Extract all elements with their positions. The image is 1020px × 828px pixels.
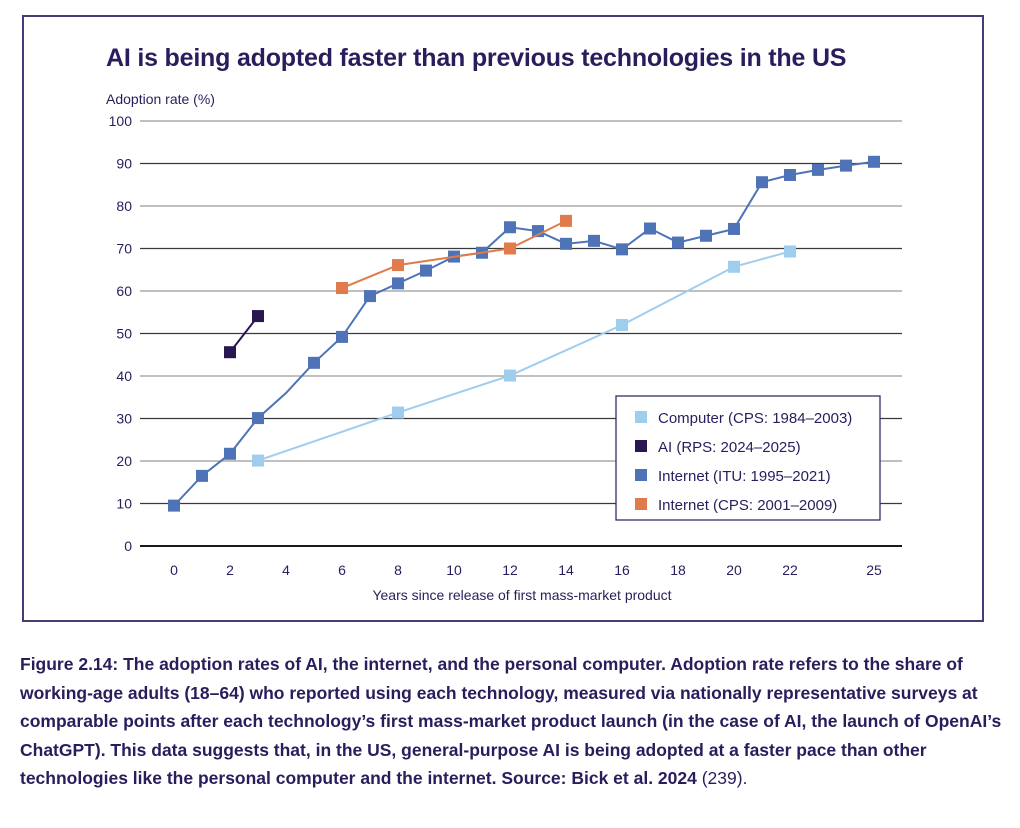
data-point [560,214,572,227]
x-tick-label: 22 [782,562,798,578]
chart-title: AI is being adopted faster than previous… [106,44,847,72]
data-point [224,346,236,359]
data-point [364,290,376,303]
data-point [644,222,656,235]
x-tick-label: 16 [614,562,630,578]
x-tick-label: 14 [558,562,574,578]
x-tick-label: 12 [502,562,518,578]
y-tick-label: 20 [116,453,132,469]
series-line [229,315,259,353]
x-tick-labels: 0 2 4 6 8 10 12 14 16 18 20 22 25 [170,562,882,578]
x-tick-label: 25 [866,562,882,578]
data-point [252,310,264,323]
y-tick-label: 10 [116,496,132,512]
legend-swatch [635,411,647,423]
y-tick-label: 50 [116,326,132,342]
data-point [868,155,880,168]
legend-label: Computer (CPS: 1984–2003) [658,410,852,427]
legend-entries: Computer (CPS: 1984–2003) AI (RPS: 2024–2… [635,410,852,514]
data-point [392,259,404,272]
x-tick-label: 10 [446,562,462,578]
figure-frame [22,15,984,622]
y-tick-label: 70 [116,241,132,257]
legend-label: Internet (ITU: 1995–2021) [658,468,831,485]
gridlines [140,120,902,547]
legend-swatch [635,440,647,452]
data-point [588,234,600,247]
data-point [812,163,824,176]
data-point [336,330,348,343]
x-axis-label: Years since release of first mass-market… [372,587,671,603]
data-point [308,356,320,369]
data-point [252,412,264,425]
x-tick-label: 8 [394,562,402,578]
data-point [728,260,740,273]
y-tick-label: 80 [116,198,132,214]
data-point [840,159,852,172]
series-line [173,160,875,507]
series-group [168,155,880,512]
legend-swatch [635,498,647,510]
legend-box [615,395,881,521]
data-point [168,499,180,512]
x-tick-label: 2 [226,562,234,578]
data-point [728,222,740,235]
series-0 [252,245,796,467]
x-tick-label: 18 [670,562,686,578]
legend-swatch [635,469,647,481]
x-tick-label: 0 [170,562,178,578]
data-point [504,242,516,255]
data-point [392,277,404,290]
series-line [341,219,567,289]
figure-caption: Figure 2.14: The adoption rates of AI, t… [20,650,1005,793]
x-tick-label: 4 [282,562,290,578]
data-point [392,406,404,419]
legend-label: Internet (CPS: 2001–2009) [658,497,837,514]
y-tick-label: 90 [116,156,132,172]
data-point [560,237,572,250]
legend [615,395,881,521]
y-tick-labels: 0 10 20 30 40 50 60 70 80 90 100 [109,113,133,554]
y-tick-label: 60 [116,283,132,299]
data-point [504,369,516,382]
x-tick-label: 6 [338,562,346,578]
data-point [196,469,208,482]
series-line [257,250,791,462]
y-tick-label: 40 [116,368,132,384]
series-2 [168,155,880,512]
x-tick-label: 20 [726,562,742,578]
data-point [784,245,796,258]
data-point [252,454,264,467]
figure-label: Figure 2.14: [20,654,119,674]
data-point [336,282,348,295]
data-point [700,229,712,242]
data-point [672,236,684,249]
series-3 [336,214,572,295]
source-reference: (239). [696,768,748,788]
legend-label: AI (RPS: 2024–2025) [658,439,801,456]
y-axis-label: Adoption rate (%) [106,91,215,107]
data-point [224,447,236,460]
series-1 [224,310,264,359]
caption-text: The adoption rates of AI, the internet, … [20,654,1002,788]
data-point [616,319,628,331]
y-tick-label: 100 [109,113,133,129]
data-point [784,168,796,181]
y-tick-label: 30 [116,411,132,427]
data-point [756,176,768,189]
chart-plot: 0 10 20 30 40 50 60 70 80 90 100 0 2 4 6 8 10 12 14 16 18 20… [106,91,902,603]
data-point [504,221,516,234]
data-point [616,243,628,256]
y-tick-label: 0 [124,538,132,554]
data-point [420,264,432,277]
